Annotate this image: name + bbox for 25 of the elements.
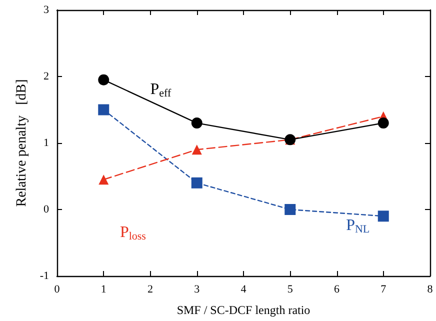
point xyxy=(378,118,389,129)
x-tick-label: 5 xyxy=(287,284,294,296)
y-tick-label: -1 xyxy=(40,270,49,282)
x-tick-label: 2 xyxy=(148,284,153,296)
y-tick-label: 2 xyxy=(44,70,49,82)
y-axis-title: Relative penalty [dB] xyxy=(14,79,30,207)
point xyxy=(98,174,109,185)
y-tick-label: 1 xyxy=(44,137,49,149)
y-tick-label: 0 xyxy=(44,204,50,216)
x-tick-label: 4 xyxy=(240,284,247,296)
x-tick-label: 0 xyxy=(54,284,60,296)
x-tick-label: 7 xyxy=(380,284,387,296)
x-axis-title: SMF / SC-DCF length ratio xyxy=(176,303,310,317)
point xyxy=(378,210,389,222)
x-tick-label: 1 xyxy=(100,284,106,296)
x-tick-label: 6 xyxy=(334,284,340,296)
x-tick-label: 8 xyxy=(427,284,434,296)
point xyxy=(98,74,110,86)
point xyxy=(284,204,296,215)
y-tick-label: 3 xyxy=(44,4,50,16)
x-tick-label: 3 xyxy=(194,284,200,296)
point xyxy=(192,144,202,155)
point xyxy=(191,177,202,188)
point xyxy=(98,104,110,116)
point xyxy=(191,118,202,129)
